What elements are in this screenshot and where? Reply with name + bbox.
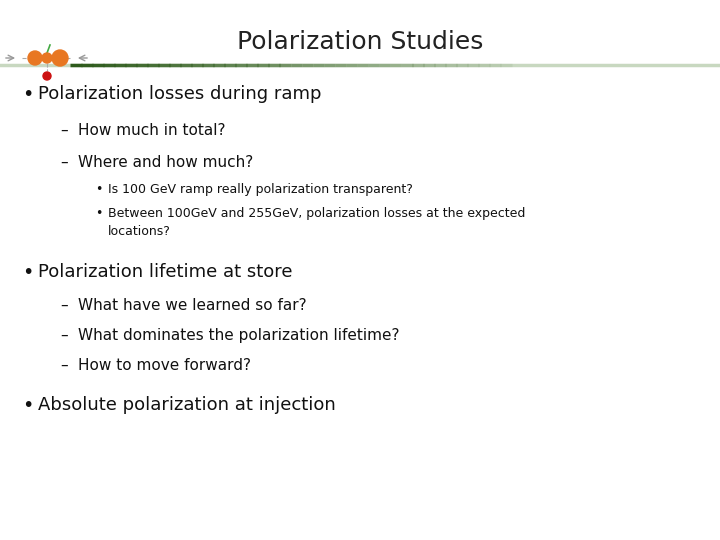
Circle shape <box>52 50 68 66</box>
Text: locations?: locations? <box>108 225 171 238</box>
Text: •: • <box>22 396 33 415</box>
Text: –: – <box>60 123 68 138</box>
Text: How much in total?: How much in total? <box>78 123 225 138</box>
Text: Polarization lifetime at store: Polarization lifetime at store <box>38 263 292 281</box>
Text: –: – <box>60 298 68 313</box>
Text: Where and how much?: Where and how much? <box>78 155 253 170</box>
Text: Polarization losses during ramp: Polarization losses during ramp <box>38 85 322 103</box>
Text: –: – <box>60 328 68 343</box>
Text: Is 100 GeV ramp really polarization transparent?: Is 100 GeV ramp really polarization tran… <box>108 183 413 196</box>
Text: Polarization Studies: Polarization Studies <box>237 30 483 54</box>
Text: Absolute polarization at injection: Absolute polarization at injection <box>38 396 336 414</box>
Text: What dominates the polarization lifetime?: What dominates the polarization lifetime… <box>78 328 400 343</box>
Text: •: • <box>22 85 33 104</box>
Text: •: • <box>22 263 33 282</box>
Text: –: – <box>60 155 68 170</box>
Text: How to move forward?: How to move forward? <box>78 358 251 373</box>
Text: •: • <box>95 183 102 196</box>
Text: •: • <box>95 207 102 220</box>
Circle shape <box>42 53 52 63</box>
Text: Between 100GeV and 255GeV, polarization losses at the expected: Between 100GeV and 255GeV, polarization … <box>108 207 526 220</box>
Text: –: – <box>60 358 68 373</box>
Circle shape <box>43 72 51 80</box>
Text: What have we learned so far?: What have we learned so far? <box>78 298 307 313</box>
Circle shape <box>28 51 42 65</box>
